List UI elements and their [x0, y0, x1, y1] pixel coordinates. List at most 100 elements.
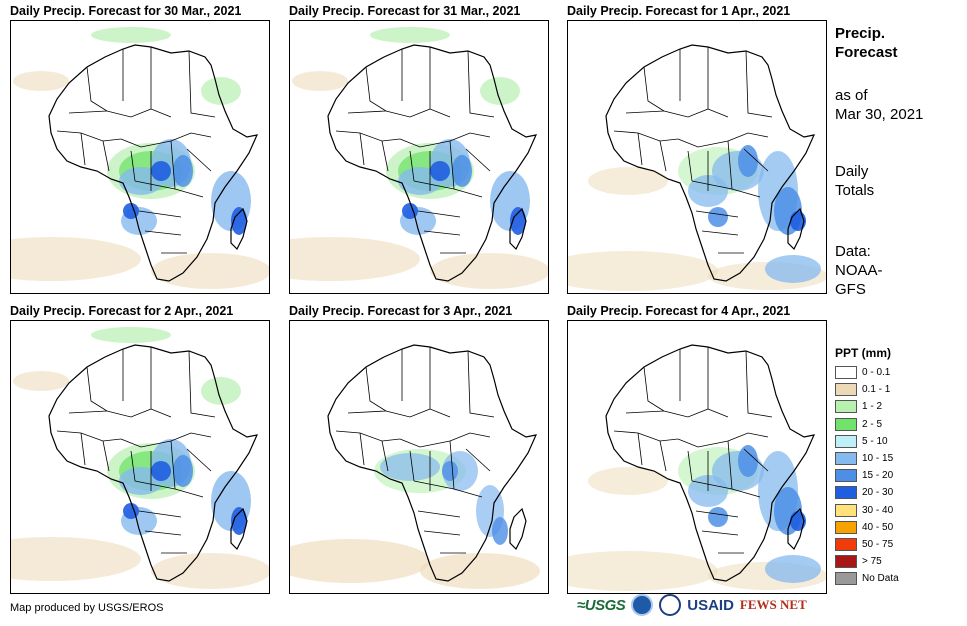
country-border — [643, 66, 665, 112]
precip-area — [480, 77, 520, 105]
legend-label: 40 - 50 — [862, 521, 894, 533]
country-border — [659, 140, 667, 172]
africa-map — [567, 320, 827, 594]
panel-title: Daily Precip. Forecast for 31 Mar., 2021 — [289, 4, 521, 18]
precip-area — [738, 145, 758, 177]
country-border — [701, 230, 739, 236]
legend-label: 15 - 20 — [862, 470, 894, 482]
precip-area — [738, 445, 758, 477]
precip-area — [173, 155, 193, 187]
africa-map — [10, 20, 270, 294]
precip-area — [402, 203, 418, 219]
precip-area — [568, 551, 718, 591]
legend-swatch — [835, 572, 857, 586]
country-border — [429, 347, 451, 418]
country-border — [150, 47, 172, 118]
totals-line: Daily — [835, 163, 869, 180]
country-border — [385, 108, 431, 118]
precip-area — [588, 467, 668, 495]
legend-item: 15 - 20 — [835, 467, 899, 484]
legend-item: 0 - 0.1 — [835, 364, 899, 381]
country-border — [359, 132, 365, 166]
country-border — [399, 432, 491, 448]
legend-label: 0 - 0.1 — [862, 367, 891, 379]
legend-label: 2 - 5 — [862, 418, 883, 430]
country-border — [417, 510, 461, 518]
country-border — [138, 510, 182, 518]
precip-area — [290, 539, 430, 583]
coastline — [605, 44, 816, 282]
country-border — [68, 410, 108, 414]
precip-area — [442, 451, 478, 491]
country-border — [144, 230, 182, 236]
legend-swatch — [835, 417, 857, 431]
country-border — [413, 180, 483, 198]
legend-label: 5 - 10 — [862, 435, 888, 447]
country-border — [625, 110, 665, 114]
legend-swatch — [835, 520, 857, 534]
precip-area — [430, 161, 450, 181]
country-border — [613, 130, 679, 142]
country-border — [409, 450, 415, 482]
legend-item: 1 - 2 — [835, 398, 899, 415]
country-border — [465, 448, 491, 472]
legend-item: 10 - 15 — [835, 450, 899, 467]
legend-item: 5 - 10 — [835, 433, 899, 450]
country-border — [707, 347, 729, 418]
country-border — [56, 430, 122, 442]
panel-title: Daily Precip. Forecast for 2 Apr., 2021 — [10, 304, 234, 318]
precip-area — [91, 27, 171, 43]
country-border — [56, 130, 122, 142]
panel-title: Daily Precip. Forecast for 3 Apr., 2021 — [289, 304, 513, 318]
map-canvas — [11, 327, 269, 589]
as-of-date: as of Mar 30, 2021 — [835, 86, 923, 124]
usaid-logo: USAID — [687, 596, 734, 614]
coastline — [509, 207, 527, 251]
precip-area — [292, 71, 348, 91]
coastline — [48, 344, 259, 582]
country-border — [625, 410, 665, 414]
legend-label: 10 - 15 — [862, 453, 894, 465]
country-border — [663, 108, 709, 118]
country-border — [359, 432, 365, 466]
africa-map — [289, 320, 549, 594]
country-border — [413, 480, 483, 498]
precip-area — [452, 155, 472, 187]
country-border — [677, 432, 769, 448]
precip-area — [765, 255, 821, 283]
panel-title: Daily Precip. Forecast for 30 Mar., 2021 — [10, 4, 242, 18]
usaid-seal-icon — [659, 594, 682, 616]
country-border — [150, 347, 172, 418]
daily-totals-note: Daily Totals — [835, 162, 874, 200]
precip-area — [201, 77, 241, 105]
country-border — [691, 180, 761, 198]
country-border — [687, 150, 693, 182]
legend-swatch — [835, 486, 857, 500]
country-border — [134, 480, 204, 498]
country-border — [188, 350, 216, 418]
precip-area — [510, 207, 526, 235]
precip-area — [173, 455, 193, 487]
country-border — [186, 148, 212, 172]
panel-title: Daily Precip. Forecast for 4 Apr., 2021 — [567, 304, 791, 318]
country-border — [170, 440, 176, 490]
country-border — [613, 430, 679, 442]
legend-label: 30 - 40 — [862, 504, 894, 516]
country-border — [144, 530, 182, 536]
map-canvas — [568, 44, 826, 291]
legend-label: 20 - 30 — [862, 487, 894, 499]
country-border — [663, 408, 709, 418]
precip-area — [430, 253, 548, 289]
data-source: Data: NOAA- GFS — [835, 242, 883, 299]
country-border — [335, 130, 401, 142]
country-border — [467, 50, 495, 118]
africa-map — [289, 20, 549, 294]
country-border — [637, 432, 643, 466]
country-border — [707, 47, 729, 118]
coastline — [230, 207, 248, 251]
coastline — [787, 507, 805, 551]
africa-map — [567, 20, 827, 294]
country-border — [745, 50, 773, 118]
country-border — [423, 530, 461, 536]
data-line: NOAA- — [835, 262, 883, 279]
